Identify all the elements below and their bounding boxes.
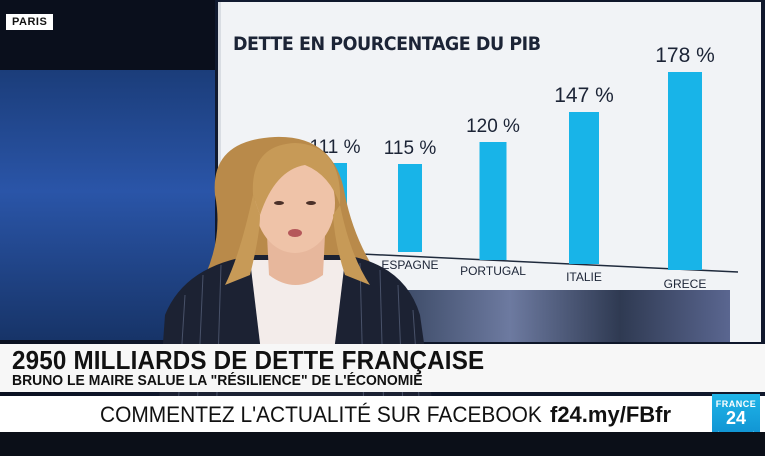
category-label: ITALIE — [566, 270, 602, 284]
ticker-text: COMMENTEZ L'ACTUALITÉ SUR FACEBOOK — [100, 402, 542, 427]
bar-grece — [668, 72, 702, 270]
bottom-strip — [0, 432, 765, 456]
subheadline: BRUNO LE MAIRE SALUE LA "RÉSILIENCE" DE … — [12, 372, 423, 389]
bar-espagne — [398, 164, 422, 252]
studio-dark-area — [0, 0, 215, 70]
bar-value-label: 178 % — [655, 44, 715, 67]
category-label: ESPAGNE — [381, 258, 438, 272]
chart-title: DETTE EN POURCENTAGE DU PIB — [233, 33, 541, 55]
location-tag: PARIS — [6, 14, 54, 30]
ticker-link[interactable]: f24.my/FBfr — [550, 402, 672, 427]
bar-value-label: 147 % — [554, 84, 614, 107]
headline-banner — [0, 344, 765, 392]
screen-image-strip — [400, 290, 730, 342]
ticker-bar — [0, 396, 765, 432]
headline: 2950 MILLIARDS DE DETTE FRANÇAISE — [12, 345, 485, 375]
bar-italie — [569, 112, 599, 264]
logo-line1: FRANCE — [715, 399, 757, 409]
bar-portugal — [479, 142, 507, 260]
logo-line2: 24 — [725, 408, 747, 428]
bar-value-label: 115 % — [384, 138, 437, 159]
bar-value-label: 120 % — [466, 116, 520, 137]
category-label: GRECE — [664, 277, 707, 291]
category-label: PORTUGAL — [460, 264, 526, 278]
